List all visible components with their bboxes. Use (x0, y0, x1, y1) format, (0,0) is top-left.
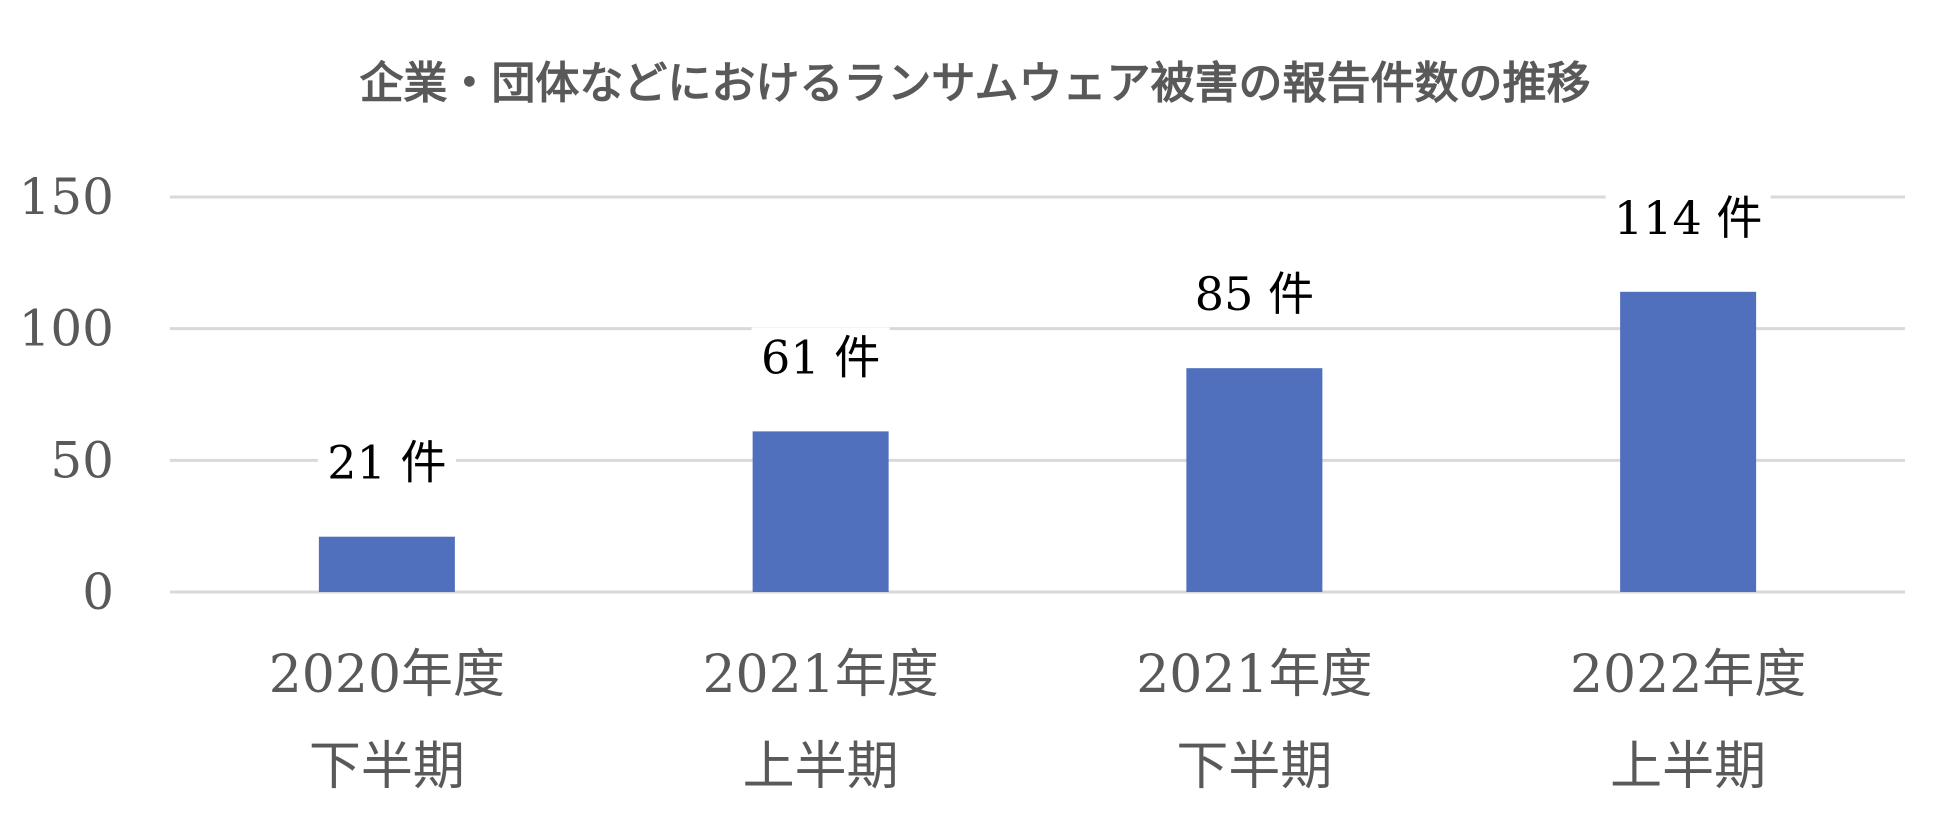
bar (752, 431, 889, 592)
y-tick-label: 0 (82, 563, 114, 621)
bar (1620, 291, 1757, 592)
data-label: 85 件 (1195, 267, 1314, 321)
data-label-background (1605, 187, 1771, 250)
data-label: 61 件 (761, 330, 880, 384)
data-label-background (317, 432, 456, 495)
y-axis-ticks: 0 50 100 150 (19, 168, 114, 621)
x-tick-label: 上半期 (1610, 737, 1766, 797)
data-label-background (1185, 264, 1324, 327)
bar (318, 536, 455, 592)
data-labels: 21 件 61 件 85 件 114 件 (317, 187, 1771, 495)
bars (318, 291, 1757, 592)
y-tick-label: 150 (19, 168, 114, 226)
x-tick-label: 2021年度 (1136, 645, 1372, 705)
data-label-background (751, 327, 890, 390)
y-tick-label: 100 (19, 300, 114, 358)
x-tick-label: 2021年度 (702, 645, 938, 705)
data-label: 114 件 (1614, 191, 1762, 245)
x-tick-label: 2022年度 (1570, 645, 1806, 705)
chart-title: 企業・団体などにおけるランサムウェア被害の報告件数の推移 (359, 58, 1590, 109)
x-tick-label: 2020年度 (269, 645, 505, 705)
bar (1186, 368, 1323, 592)
x-tick-label: 上半期 (743, 737, 899, 797)
x-tick-label: 下半期 (1176, 737, 1332, 797)
y-tick-label: 50 (50, 431, 114, 489)
x-tick-label: 下半期 (309, 737, 465, 797)
data-label: 21 件 (327, 436, 446, 490)
